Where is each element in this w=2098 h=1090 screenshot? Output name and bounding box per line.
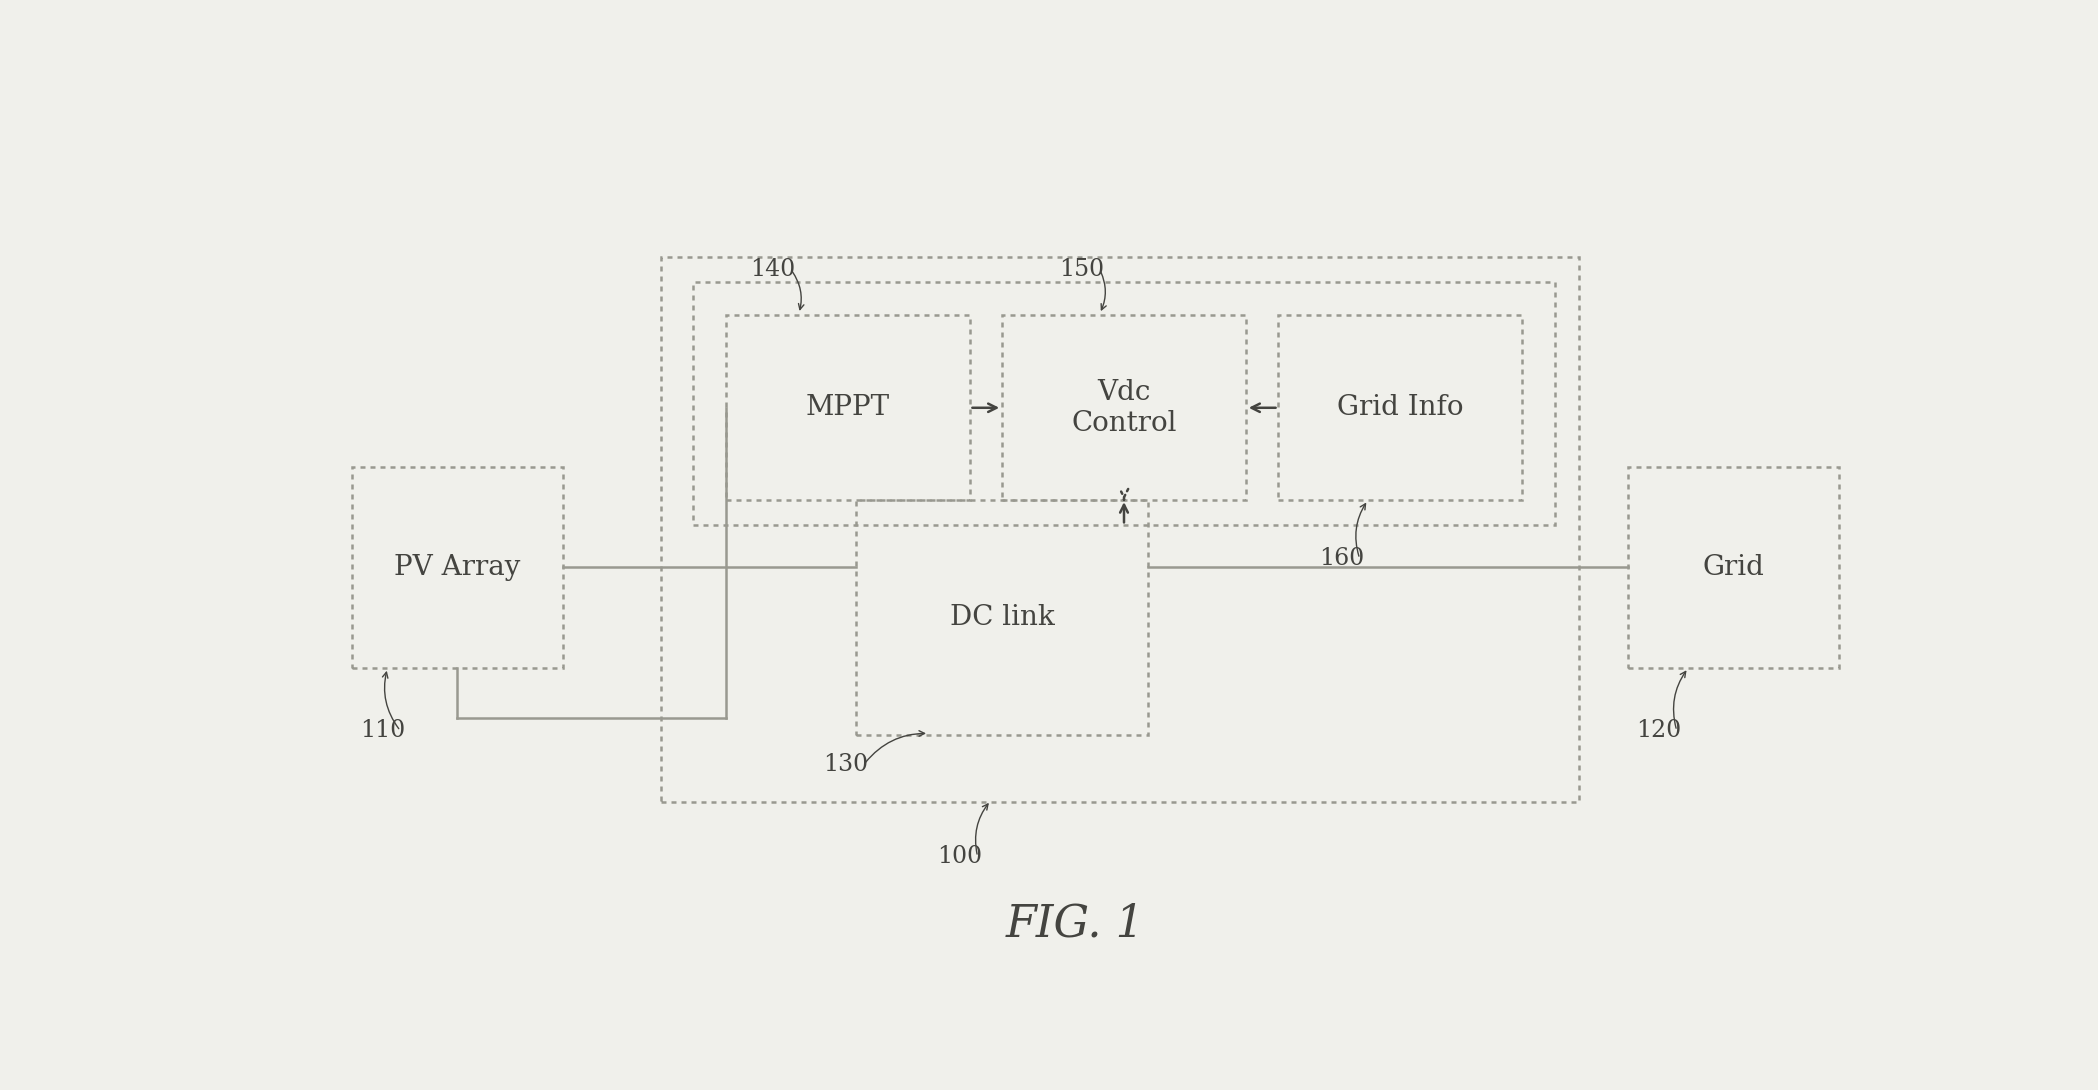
Text: PV Array: PV Array xyxy=(394,554,520,581)
Text: Grid: Grid xyxy=(1704,554,1764,581)
Text: 120: 120 xyxy=(1636,719,1680,742)
Text: 150: 150 xyxy=(1059,257,1104,281)
Bar xyxy=(692,282,1555,525)
Text: DC link: DC link xyxy=(950,604,1055,631)
Bar xyxy=(1003,315,1246,500)
Text: 140: 140 xyxy=(751,257,795,281)
Bar xyxy=(1628,467,1840,668)
Text: Grid Info: Grid Info xyxy=(1336,395,1464,421)
Bar xyxy=(661,257,1580,802)
Text: Vdc
Control: Vdc Control xyxy=(1072,378,1177,437)
Bar xyxy=(726,315,969,500)
Text: 100: 100 xyxy=(938,845,982,869)
Text: FIG. 1: FIG. 1 xyxy=(1005,903,1146,945)
Text: 130: 130 xyxy=(822,753,869,776)
Text: MPPT: MPPT xyxy=(806,395,890,421)
Text: 110: 110 xyxy=(361,719,405,742)
Bar xyxy=(352,467,562,668)
Bar xyxy=(1278,315,1523,500)
Bar xyxy=(856,500,1148,735)
Text: 160: 160 xyxy=(1320,547,1364,570)
